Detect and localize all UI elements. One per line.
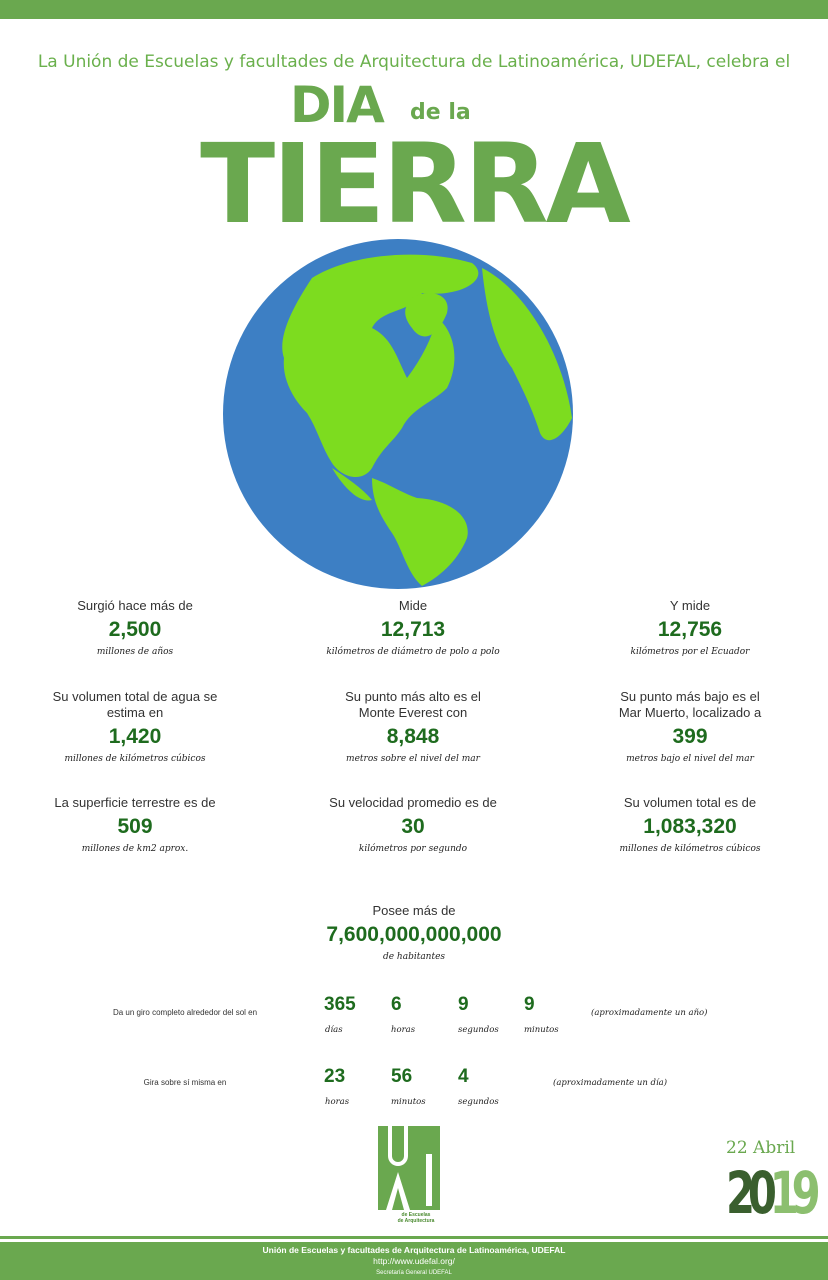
stat-value: 12,713 bbox=[380, 618, 446, 641]
rotation-label: Gira sobre sí misma en bbox=[143, 1078, 227, 1087]
stat-highest-point: Su punto más alto es el Monte Everest co… bbox=[283, 689, 543, 765]
stat-lowest-point: Su punto más bajo es el Mar Muerto, loca… bbox=[560, 689, 820, 765]
footer-org: Unión de Escuelas y facultades de Arquit… bbox=[262, 1245, 566, 1255]
stat-water-volume: Su volumen total de agua se estima en 1,4… bbox=[5, 689, 265, 765]
stat-land-surface: La superficie terrestre es de 509 millones… bbox=[5, 795, 265, 855]
date-year: 2019 bbox=[726, 1159, 821, 1227]
year-part-b: 19 bbox=[769, 1159, 821, 1227]
svg-text:de Escuelas: de Escuelas bbox=[402, 1212, 431, 1218]
orbit-label: Da un giro completo alrededor del sol en bbox=[112, 1008, 258, 1017]
stat-value: 1,083,320 bbox=[643, 815, 737, 838]
rotation-unit: minutos bbox=[391, 1097, 426, 1107]
stat-label: Y mide bbox=[669, 598, 711, 613]
udefal-logo: de Escuelas de Arquitectura bbox=[378, 1126, 440, 1224]
stat-label: Su volumen total de agua se estima en bbox=[52, 689, 218, 720]
stat-label: Su punto más alto es el Monte Everest co… bbox=[345, 689, 481, 720]
stat-value: 399 bbox=[672, 725, 708, 748]
title-tierra: TIERRA bbox=[200, 120, 631, 248]
date-day: 22 Abril bbox=[726, 1138, 796, 1158]
intro-text: La Unión de Escuelas y facultades de Arq… bbox=[37, 52, 791, 72]
stat-unit: metros bajo el nivel del mar bbox=[626, 754, 754, 764]
stat-equator-diameter: Y mide 12,756 kilómetros por el Ecuador bbox=[560, 598, 820, 658]
stat-value: 1,420 bbox=[108, 725, 162, 748]
stat-total-volume: Su volumen total es de 1,083,320 millones … bbox=[560, 795, 820, 855]
orbit-value: 6 bbox=[391, 994, 402, 1015]
stat-age: Surgió hace más de 2,500 millones de años bbox=[5, 598, 265, 658]
footer-secretaria: Secretaría General UDEFAL bbox=[376, 1270, 452, 1276]
stat-label: Surgió hace más de bbox=[77, 598, 193, 613]
orbit-unit: segundos bbox=[458, 1025, 499, 1035]
footer: Unión de Escuelas y facultades de Arquit… bbox=[0, 1242, 828, 1280]
rotation-value: 56 bbox=[391, 1066, 413, 1087]
svg-text:de Arquitectura: de Arquitectura bbox=[398, 1218, 435, 1224]
stat-label: Su velocidad promedio es de bbox=[329, 795, 497, 810]
stat-unit: kilómetros por el Ecuador bbox=[630, 647, 750, 657]
stat-polar-diameter: Mide 12,713 kilómetros de diámetro de polo… bbox=[283, 598, 543, 658]
orbit-value: 9 bbox=[458, 994, 469, 1015]
orbit-value: 365 bbox=[324, 994, 356, 1015]
stat-unit: millones de kilómetros cúbicos bbox=[64, 754, 206, 764]
stat-value: 8,848 bbox=[386, 725, 440, 748]
footer-divider bbox=[0, 1236, 828, 1239]
stat-unit: millones de kilómetros cúbicos bbox=[619, 844, 761, 854]
stat-speed: Su velocidad promedio es de 30 kilómetros … bbox=[283, 795, 543, 855]
stat-label: Su punto más bajo es el Mar Muerto, loca… bbox=[618, 689, 762, 720]
stat-value: 2,500 bbox=[108, 618, 162, 641]
top-bar bbox=[0, 0, 828, 19]
rotation-value: 4 bbox=[458, 1066, 469, 1087]
stat-unit: kilómetros por segundo bbox=[358, 844, 468, 854]
earth-globe-icon bbox=[223, 239, 573, 589]
stat-label: Su volumen total es de bbox=[623, 795, 757, 810]
title-de-la: de la bbox=[410, 100, 471, 125]
rotation-unit: horas bbox=[325, 1097, 350, 1107]
orbit-note: (aproximadamente un año) bbox=[591, 1008, 708, 1018]
stat-unit: millones de años bbox=[96, 647, 174, 657]
stat-label: Mide bbox=[398, 598, 428, 613]
stat-population: Posee más de 7,600,000,000,000 de habitant… bbox=[234, 903, 594, 963]
orbit-unit: minutos bbox=[524, 1025, 559, 1035]
stat-unit: kilómetros de diámetro de polo a polo bbox=[326, 647, 500, 657]
orbit-value: 9 bbox=[524, 994, 535, 1015]
stat-unit: de habitantes bbox=[382, 952, 446, 962]
orbit-unit: días bbox=[325, 1025, 343, 1035]
footer-url[interactable]: http://www.udefal.org/ bbox=[373, 1256, 455, 1266]
rotation-unit: segundos bbox=[458, 1097, 499, 1107]
orbit-unit: horas bbox=[391, 1025, 416, 1035]
rotation-note: (aproximadamente un día) bbox=[553, 1078, 668, 1088]
rotation-value: 23 bbox=[324, 1066, 346, 1087]
stat-unit: millones de km2 aprox. bbox=[81, 844, 189, 854]
stat-label: La superficie terrestre es de bbox=[54, 795, 216, 810]
title-dia: DIA bbox=[290, 76, 385, 134]
stat-value: 12,756 bbox=[657, 618, 723, 641]
year-part-a: 20 bbox=[726, 1159, 777, 1227]
stat-label: Posee más de bbox=[372, 903, 456, 918]
stat-value: 7,600,000,000,000 bbox=[326, 923, 502, 946]
stat-value: 30 bbox=[401, 815, 425, 838]
stat-unit: metros sobre el nivel del mar bbox=[346, 754, 480, 764]
stat-value: 509 bbox=[117, 815, 153, 838]
